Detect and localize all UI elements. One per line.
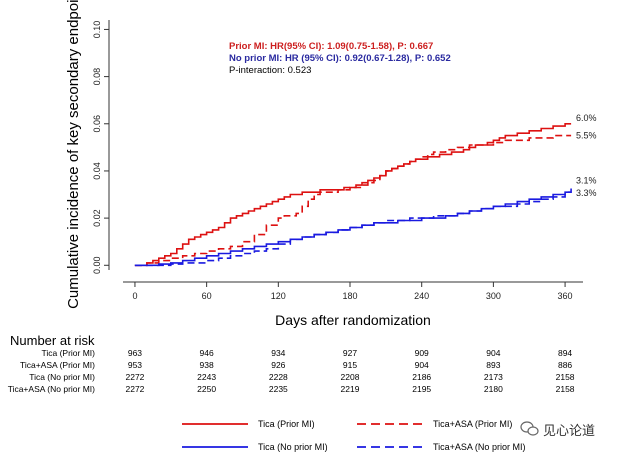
risk-value: 938 <box>200 360 214 370</box>
annotation-p-interaction: P-interaction: 0.523 <box>229 65 311 76</box>
end-value-label: 5.5% <box>576 131 597 141</box>
x-tick-label: 360 <box>558 291 573 301</box>
series-line-1 <box>134 134 572 267</box>
risk-value: 946 <box>200 348 214 358</box>
risk-value: 2180 <box>484 384 503 394</box>
risk-value: 2228 <box>269 372 288 382</box>
risk-value: 2195 <box>412 384 431 394</box>
risk-value: 915 <box>343 360 357 370</box>
series-line-0 <box>134 123 572 267</box>
risk-value: 963 <box>128 348 142 358</box>
risk-row-label: Tica (Prior MI) <box>41 348 95 358</box>
y-tick-label: 0.08 <box>92 68 102 86</box>
legend-label: Tica+ASA (No prior MI) <box>433 442 525 452</box>
risk-value: 926 <box>271 360 285 370</box>
risk-value: 893 <box>486 360 500 370</box>
risk-row-label: Tica+ASA (No prior MI) <box>8 384 95 394</box>
annotation-no-prior-mi: No prior MI: HR (95% CI): 0.92(0.67-1.28… <box>229 53 451 64</box>
risk-value: 904 <box>486 348 500 358</box>
x-tick-label: 120 <box>271 291 286 301</box>
end-value-label: 3.1% <box>576 175 597 185</box>
risk-value: 2243 <box>197 372 216 382</box>
risk-value: 2250 <box>197 384 216 394</box>
wechat-icon <box>520 421 539 436</box>
end-value-label: 3.3% <box>576 188 597 198</box>
x-tick-label: 60 <box>202 291 212 301</box>
y-tick-label: 0.06 <box>92 115 102 133</box>
x-tick-label: 240 <box>414 291 429 301</box>
risk-value: 886 <box>558 360 572 370</box>
risk-value: 904 <box>415 360 429 370</box>
watermark: 见心论道 <box>520 421 595 439</box>
risk-row-label: Tica+ASA (Prior MI) <box>20 360 95 370</box>
risk-value: 927 <box>343 348 357 358</box>
risk-value: 2272 <box>125 384 144 394</box>
risk-value: 2235 <box>269 384 288 394</box>
risk-value: 2186 <box>412 372 431 382</box>
y-axis-label: Cumulative incidence of key secondary en… <box>65 0 82 309</box>
x-tick-label: 0 <box>132 291 137 301</box>
watermark-text: 见心论道 <box>543 424 595 439</box>
risk-row-label: Tica (No prior MI) <box>29 372 95 382</box>
risk-value: 2158 <box>556 384 575 394</box>
legend-label: Tica+ASA (Prior MI) <box>433 419 512 429</box>
x-tick-label: 300 <box>486 291 501 301</box>
risk-value: 2158 <box>556 372 575 382</box>
annotation-prior-mi: Prior MI: HR(95% CI): 1.09(0.75-1.58), P… <box>229 41 433 52</box>
y-tick-label: 0.02 <box>92 209 102 227</box>
end-value-label: 6.0% <box>576 113 597 123</box>
x-tick-label: 180 <box>342 291 357 301</box>
y-tick-label: 0.00 <box>92 257 102 275</box>
x-axis-label: Days after randomization <box>275 312 431 328</box>
risk-value: 909 <box>415 348 429 358</box>
series-line-2 <box>134 191 572 267</box>
y-tick-label: 0.04 <box>92 162 102 180</box>
risk-value: 2219 <box>341 384 360 394</box>
y-tick-label: 0.10 <box>92 21 102 39</box>
risk-value: 2208 <box>341 372 360 382</box>
risk-value: 2272 <box>125 372 144 382</box>
risk-value: 2173 <box>484 372 503 382</box>
risk-table-title: Number at risk <box>10 333 95 348</box>
risk-value: 934 <box>271 348 285 358</box>
risk-value: 894 <box>558 348 572 358</box>
legend-label: Tica (No prior MI) <box>258 442 328 452</box>
legend-label: Tica (Prior MI) <box>258 419 315 429</box>
series-line-3 <box>134 187 572 267</box>
risk-value: 953 <box>128 360 142 370</box>
